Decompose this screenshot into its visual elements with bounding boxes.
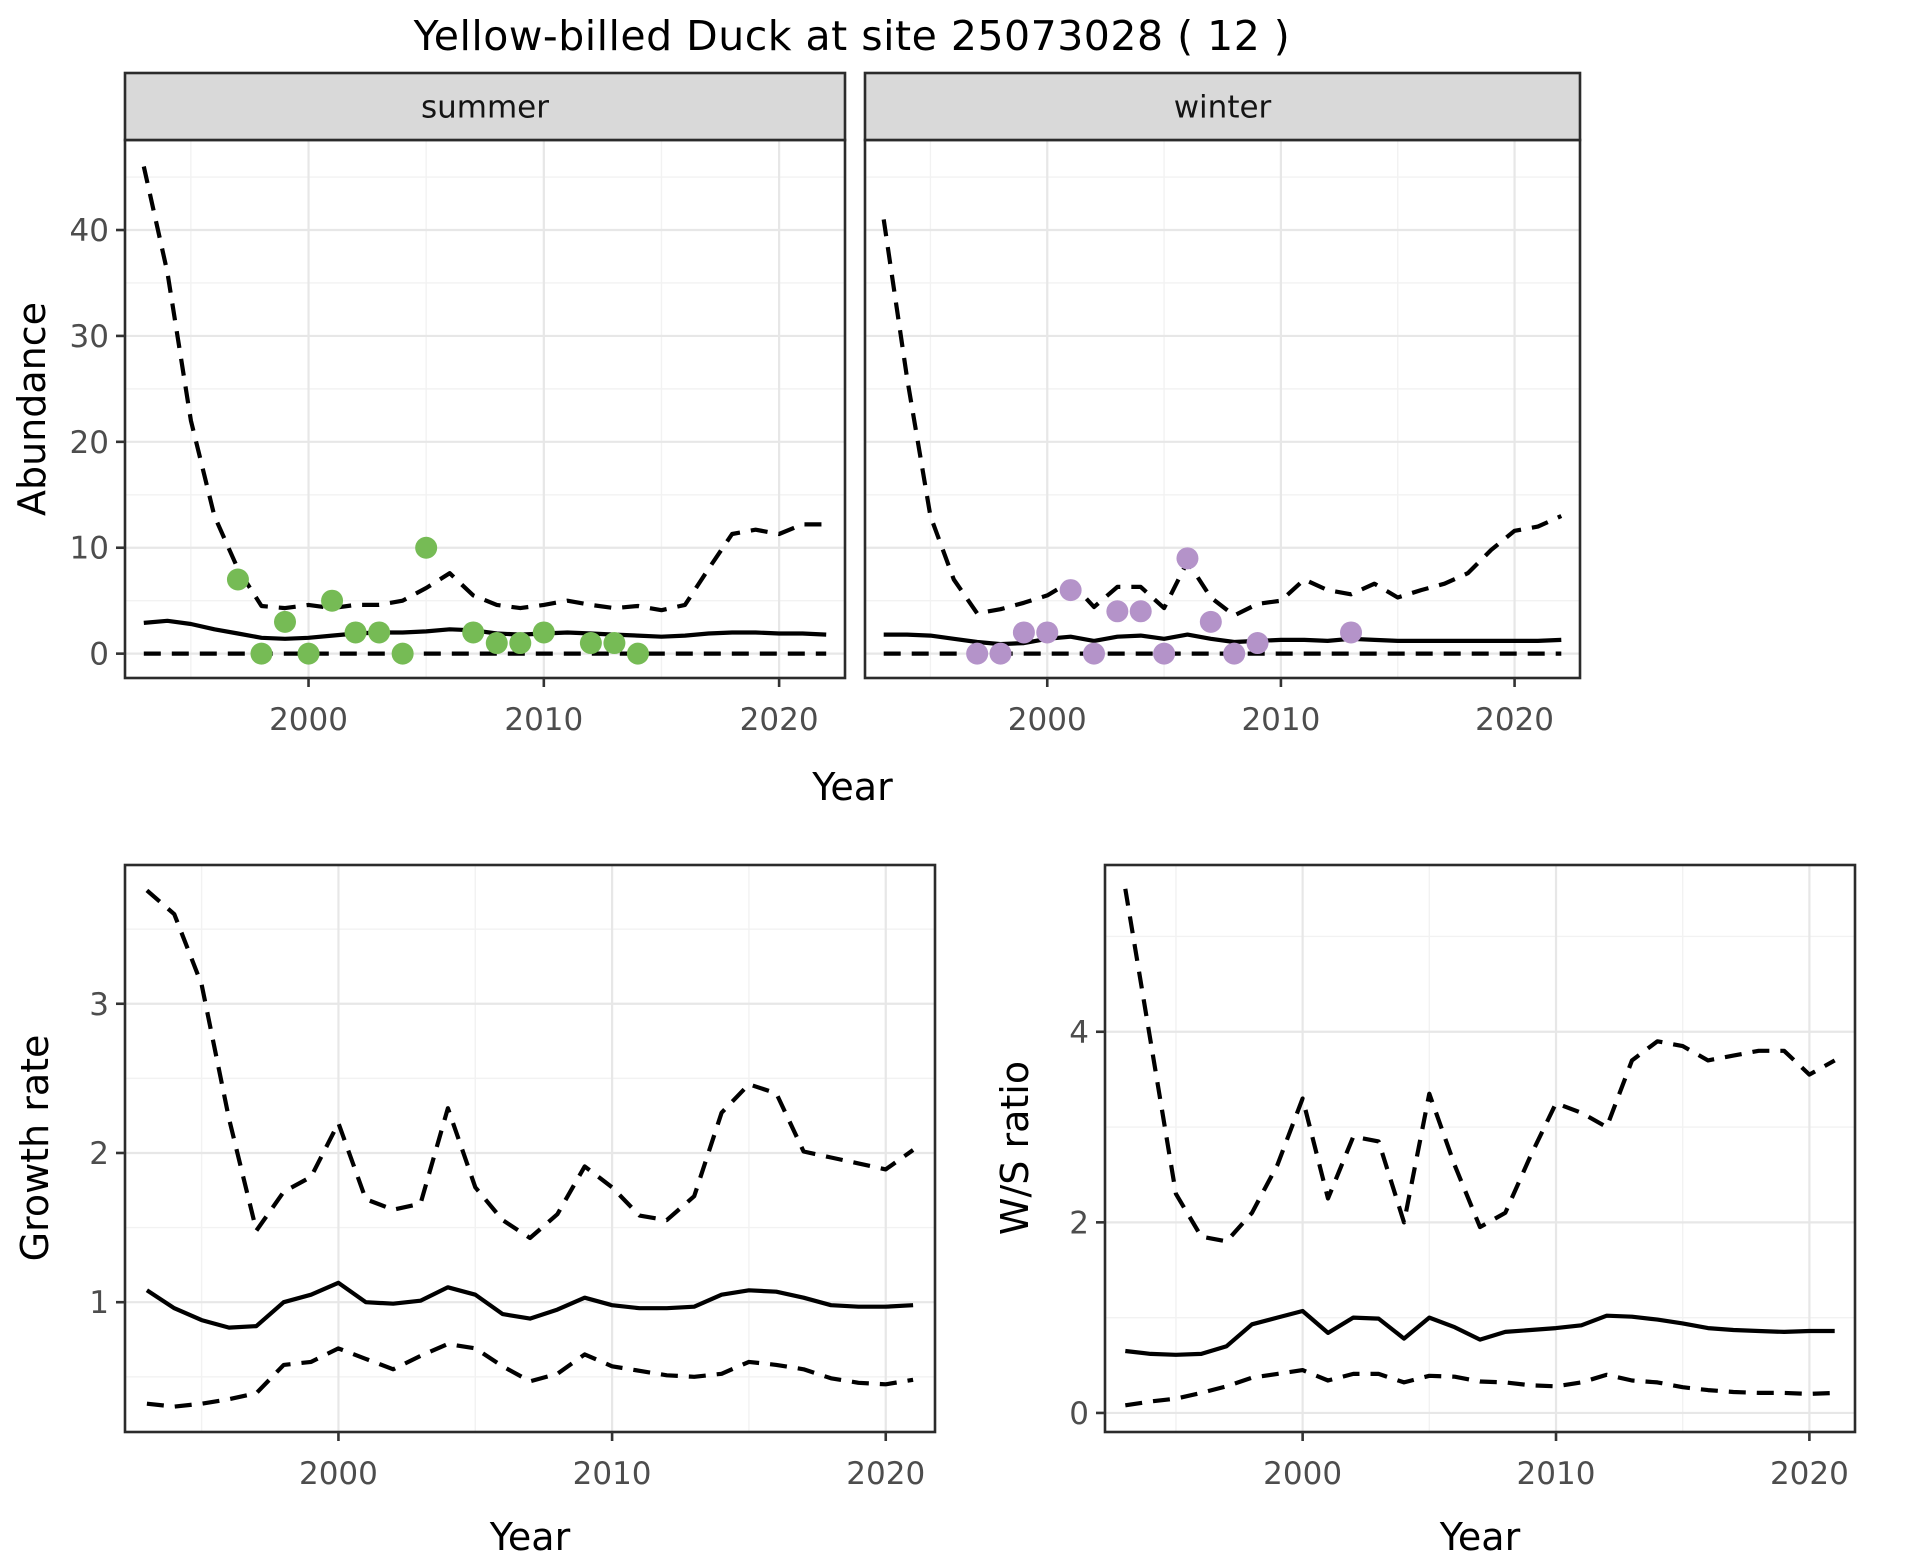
observed-point xyxy=(297,642,320,665)
x-tick-label: 2000 xyxy=(1263,1456,1342,1492)
y-tick-label: 4 xyxy=(1069,1015,1089,1051)
observed-point xyxy=(579,632,602,655)
y-tick-label: 2 xyxy=(89,1136,109,1172)
abundance-winter-data xyxy=(881,219,1563,665)
observed-point xyxy=(274,610,296,633)
observed-point xyxy=(1246,632,1269,655)
x-tick-label: 2010 xyxy=(1241,702,1320,738)
y-tick-label: 2 xyxy=(1069,1205,1089,1241)
observed-point xyxy=(391,642,414,665)
observed-point xyxy=(1036,621,1059,644)
observed-point xyxy=(1199,610,1222,633)
x-tick-label: 2020 xyxy=(1475,702,1554,738)
y-tick-label: 20 xyxy=(70,425,109,461)
lower-ci-line xyxy=(1124,1367,1835,1408)
median-line xyxy=(145,1280,914,1330)
y-tick-label: 3 xyxy=(89,987,109,1023)
x-tick-label: 2010 xyxy=(504,702,583,738)
abundance-winter-panel: winter 2000 2010 2020 xyxy=(863,71,1582,738)
x-axis-title: Year xyxy=(489,1515,571,1559)
figure-title: Yellow-billed Duck at site 25073028 ( 12… xyxy=(413,12,1291,60)
x-tick-label: 2000 xyxy=(299,1456,378,1492)
observed-point xyxy=(1223,642,1246,665)
ws-ratio-data xyxy=(1123,888,1836,1408)
y-tick-label: 30 xyxy=(70,319,109,355)
observed-point xyxy=(1012,621,1035,644)
x-tick-label: 2010 xyxy=(573,1456,652,1492)
x-tick-label: 2000 xyxy=(269,702,348,738)
observed-point xyxy=(462,621,485,644)
observed-point xyxy=(626,642,649,665)
lower-ci-line xyxy=(146,1341,914,1409)
observed-point xyxy=(603,632,626,655)
facet-strip-label: winter xyxy=(1174,90,1272,126)
median-line xyxy=(143,618,827,641)
upper-ci-line xyxy=(1123,888,1836,1244)
upper-ci-line xyxy=(141,166,827,613)
observed-point xyxy=(1106,600,1129,623)
facet-strip-label: summer xyxy=(421,90,549,126)
x-tick-label: 2000 xyxy=(1008,702,1087,738)
upper-ci-line xyxy=(881,219,1563,618)
observed-point xyxy=(1129,600,1152,623)
median-line xyxy=(1125,1308,1835,1357)
x-tick-label: 2010 xyxy=(1517,1456,1596,1492)
x-tick-label: 2020 xyxy=(1770,1456,1849,1492)
y-tick-label: 1 xyxy=(89,1285,109,1321)
observed-point xyxy=(321,589,344,612)
observed-point xyxy=(966,642,989,665)
observed-point xyxy=(368,621,391,644)
y-tick-label: 40 xyxy=(70,213,109,249)
y-tick-label: 0 xyxy=(1069,1396,1089,1432)
x-tick-label: 2020 xyxy=(846,1456,925,1492)
observed-point xyxy=(1059,579,1082,602)
abundance-summer-data xyxy=(141,166,827,665)
x-tick-label: 2020 xyxy=(740,702,819,738)
panel-background xyxy=(865,140,1580,678)
panel-background xyxy=(125,140,845,678)
observed-point xyxy=(509,632,532,655)
panel-background xyxy=(125,865,935,1432)
observed-point xyxy=(989,642,1012,665)
observed-point xyxy=(344,621,367,644)
observed-point xyxy=(1082,642,1105,665)
observed-point xyxy=(532,621,555,644)
observed-point xyxy=(226,568,249,591)
upper-ci-line xyxy=(145,888,915,1241)
growth-rate-panel: 2000 2010 2020 1 2 3 xyxy=(89,863,937,1492)
abundance-summer-panel: summer 2000 2010 2020 0 10 20 30 40 xyxy=(70,71,847,738)
x-axis-title: Year xyxy=(811,765,893,809)
panel-border xyxy=(123,863,937,1434)
observed-point xyxy=(415,536,438,559)
y-tick-label: 10 xyxy=(70,531,109,567)
panel-border xyxy=(1103,863,1857,1434)
observed-point xyxy=(1340,621,1363,644)
y-axis-title: W/S ratio xyxy=(993,1061,1037,1235)
y-tick-label: 0 xyxy=(89,637,109,673)
y-axis-title: Abundance xyxy=(10,302,54,516)
observed-point xyxy=(1176,547,1199,570)
facet-strip xyxy=(123,71,847,142)
ws-ratio-panel: 2000 2010 2020 0 2 4 xyxy=(1069,863,1857,1492)
observed-point xyxy=(1153,642,1176,665)
observed-point xyxy=(485,632,508,655)
growth-rate-data xyxy=(145,888,915,1409)
facet-strip xyxy=(863,71,1582,142)
x-axis-title: Year xyxy=(1439,1515,1521,1559)
observed-point xyxy=(250,642,273,665)
y-axis-title: Growth rate xyxy=(13,1035,57,1262)
